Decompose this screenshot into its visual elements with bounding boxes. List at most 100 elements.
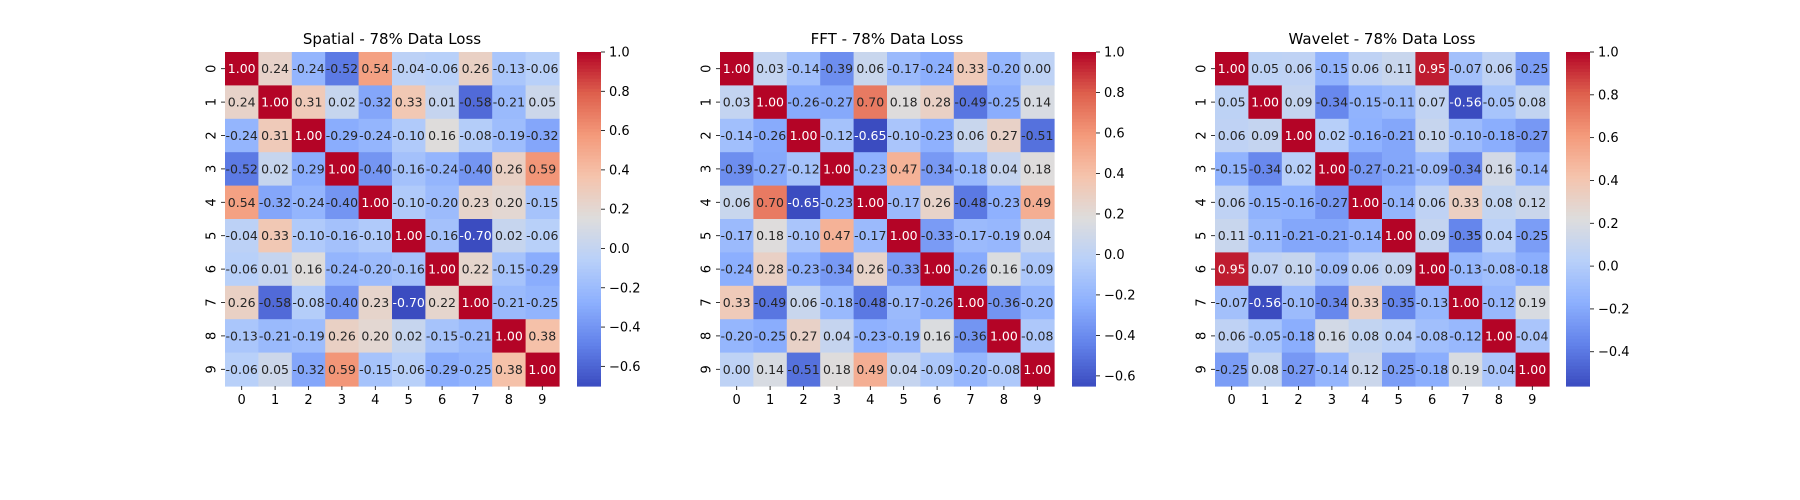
heatmap-cell — [392, 185, 426, 220]
heatmap-cell — [291, 185, 326, 220]
heatmap-cell — [1448, 319, 1483, 354]
heatmap-cell — [1215, 285, 1249, 320]
colorbar-gradient-step — [1566, 68, 1590, 73]
heatmap-cell — [291, 152, 326, 187]
heatmap-cell — [425, 185, 460, 220]
cell-value-label: -0.25 — [459, 362, 491, 377]
colorbar-gradient-step — [1072, 235, 1096, 240]
cell-value-label: 0.12 — [1351, 362, 1379, 377]
cell-value-label: -0.10 — [888, 128, 920, 143]
heatmap-cell — [1315, 219, 1350, 253]
cell-value-label: 0.33 — [261, 228, 289, 243]
cell-value-label: -0.25 — [754, 328, 786, 343]
cell-value-label: 0.19 — [1452, 362, 1480, 377]
colorbar-gradient-step — [1566, 165, 1590, 170]
cell-value-label: 0.10 — [1418, 128, 1446, 143]
colorbar-gradient-step — [1072, 58, 1096, 63]
heatmap-cell — [1382, 118, 1416, 153]
y-tick-label: 3 — [700, 165, 715, 173]
heatmap-cell — [753, 219, 788, 253]
colorbar-gradient-step — [1072, 182, 1096, 187]
heatmap-cell — [425, 219, 460, 253]
colorbar-tick-label: −0.2 — [1598, 302, 1630, 317]
heatmap-cell — [920, 185, 955, 220]
cell-value-label: 1.00 — [228, 61, 256, 76]
cell-value-label: 0.16 — [990, 262, 1018, 277]
heatmap-cell — [1315, 285, 1350, 320]
heatmap-cell — [853, 219, 888, 253]
cell-value-label: -0.29 — [426, 362, 458, 377]
heatmap-cell — [1348, 152, 1383, 187]
colorbar-gradient-step — [1566, 352, 1590, 357]
heatmap-cell — [1515, 285, 1550, 320]
y-tick-label: 7 — [1195, 298, 1210, 306]
cell-value-label: 0.08 — [1485, 195, 1513, 210]
colorbar-gradient-step — [1566, 249, 1590, 253]
colorbar-gradient-step — [577, 315, 601, 320]
heatmap-cell — [1515, 185, 1550, 220]
cell-value-label: 0.26 — [856, 262, 884, 277]
colorbar-gradient-step — [1072, 175, 1096, 180]
x-tick-label: 0 — [1228, 393, 1236, 408]
x-tick-label: 3 — [338, 393, 346, 408]
cell-value-label: 0.26 — [328, 328, 356, 343]
heatmap-cell — [920, 319, 955, 354]
cell-value-label: -0.17 — [854, 228, 886, 243]
heatmap-cell — [1415, 319, 1450, 354]
cell-value-label: -0.08 — [459, 128, 491, 143]
y-tick-label: 0 — [1195, 65, 1210, 73]
cell-value-label: 0.18 — [756, 228, 784, 243]
heatmap-cell — [987, 85, 1022, 120]
heatmap-cell — [291, 319, 326, 354]
x-tick-label: 1 — [271, 393, 279, 408]
colorbar-tick-label: −0.2 — [609, 281, 641, 296]
heatmap-cell — [953, 352, 988, 387]
colorbar-gradient-step — [1072, 352, 1096, 357]
cell-value-label: 0.02 — [261, 161, 289, 176]
colorbar-gradient-step — [1566, 132, 1590, 137]
heatmap-cell — [953, 152, 988, 187]
cell-value-label: -0.10 — [359, 228, 391, 243]
cell-value-label: 0.09 — [1385, 262, 1413, 277]
cell-value-label: 0.06 — [957, 128, 985, 143]
cell-value-label: -0.51 — [787, 362, 819, 377]
cell-value-label: 0.07 — [1251, 262, 1279, 277]
cell-value-label: -0.27 — [1349, 161, 1381, 176]
y-tick-label: 9 — [205, 365, 220, 373]
cell-value-label: -0.20 — [426, 195, 458, 210]
cell-value-label: -0.18 — [1282, 328, 1314, 343]
cell-annotations: 1.00 0.24 -0.24 -0.52 0.54 -0.04 -0.06 0.26 -0.1… — [226, 61, 559, 377]
y-axis-ticks: 0 1 2 3 4 5 6 7 8 9 — [1195, 65, 1215, 373]
colorbar-gradient-step — [1072, 302, 1096, 307]
heatmap-cell — [820, 152, 855, 187]
cell-value-label: 1.00 — [1251, 95, 1279, 110]
colorbar-gradient-step — [1566, 142, 1590, 147]
cell-value-label: 0.26 — [462, 61, 490, 76]
x-tick-label: 1 — [1261, 393, 1269, 408]
cell-value-label: -0.15 — [359, 362, 391, 377]
cell-value-label: -0.39 — [821, 61, 853, 76]
colorbar-gradient-step — [1072, 88, 1096, 93]
colorbar-gradient-step — [577, 372, 601, 377]
heatmap-cell — [1315, 52, 1350, 86]
heatmap-cell — [1515, 52, 1550, 86]
cell-value-label: -0.13 — [226, 328, 258, 343]
heatmap-cell — [458, 252, 493, 287]
cell-value-label: 0.08 — [1351, 328, 1379, 343]
colorbar-gradient-step — [1072, 65, 1096, 70]
cell-value-label: 1.00 — [261, 95, 289, 110]
cell-value-label: 0.06 — [790, 295, 818, 310]
colorbar-gradient-step — [577, 118, 601, 123]
x-tick-label: 4 — [1361, 393, 1369, 408]
heatmap-cell — [1215, 252, 1249, 287]
cell-value-label: -0.70 — [393, 295, 425, 310]
x-tick-label: 5 — [900, 393, 908, 408]
colorbar-gradient-step — [577, 312, 601, 317]
heatmap-cell — [492, 352, 527, 387]
colorbar-gradient-step — [1072, 332, 1096, 337]
y-tick-label: 2 — [700, 131, 715, 139]
heatmap-cell — [392, 152, 426, 187]
colorbar-gradient-step — [577, 195, 601, 200]
colorbar-gradient-step — [1072, 85, 1096, 90]
